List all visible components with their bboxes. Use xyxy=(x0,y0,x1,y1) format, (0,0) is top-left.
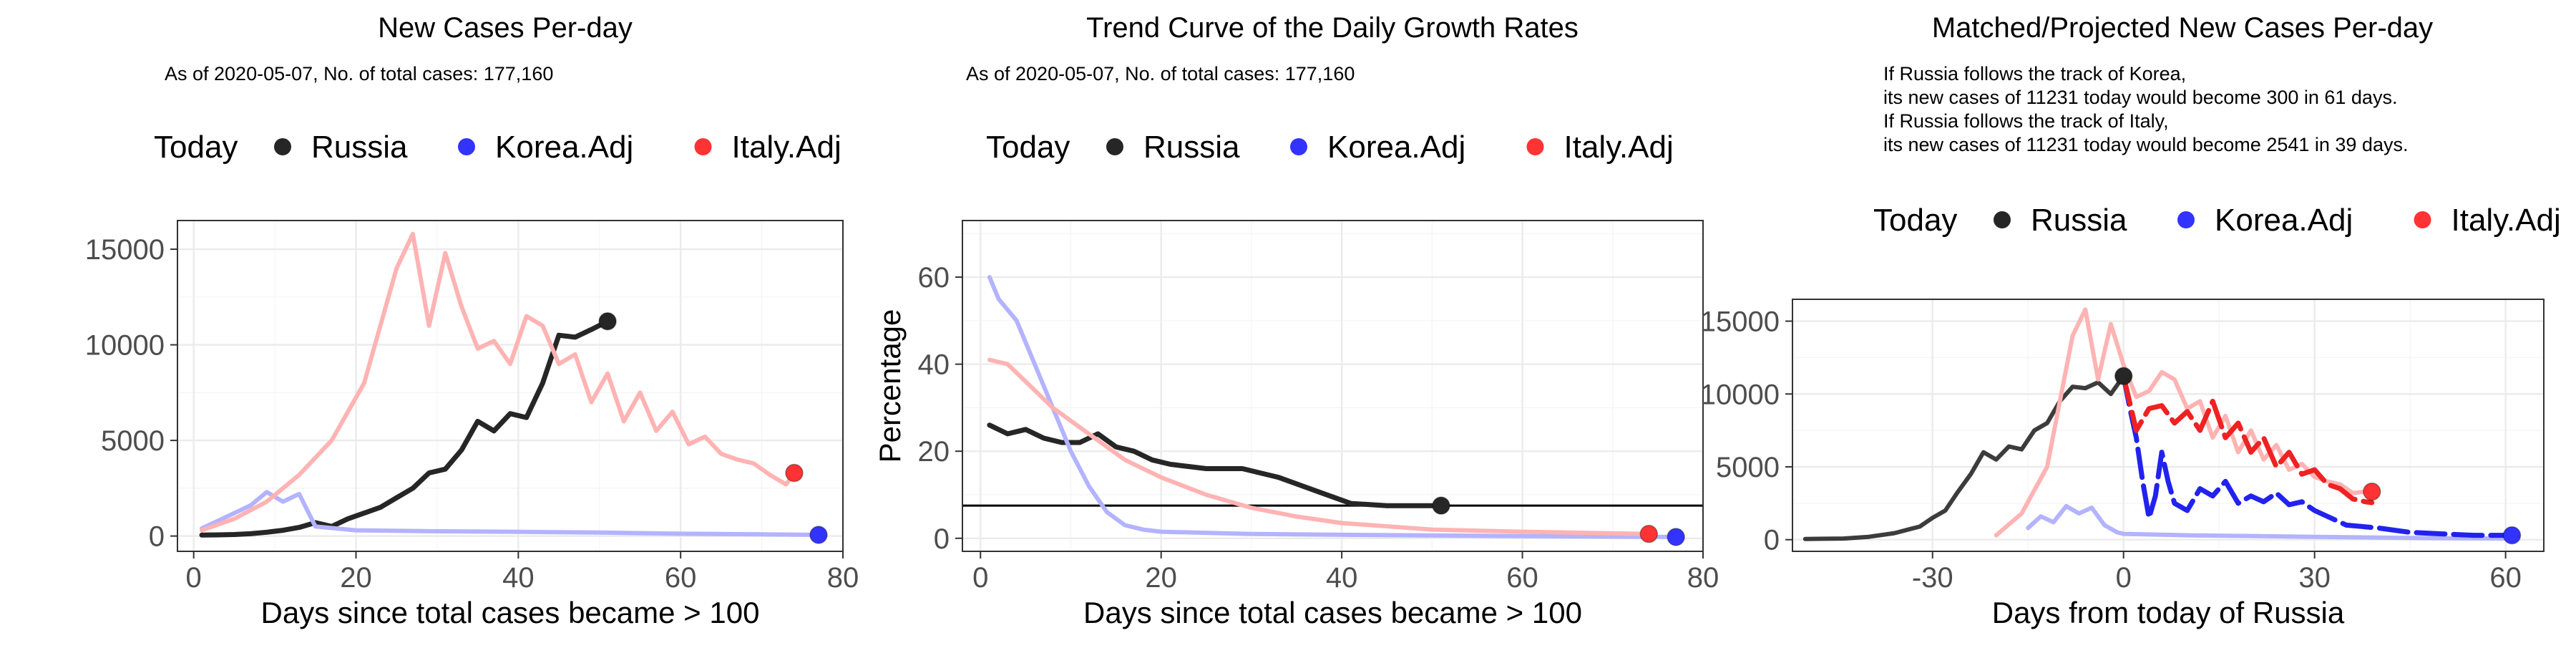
legend-label-korea-adj: Korea.Adj xyxy=(2215,203,2353,238)
y-tick-label: 0 xyxy=(934,523,950,555)
today-point-russia xyxy=(1432,496,1450,515)
today-point-russia xyxy=(2114,367,2133,385)
y-tick-label: 10000 xyxy=(85,330,165,362)
legend-key-korea-adj xyxy=(458,138,475,155)
legend-label-italy-adj: Italy.Adj xyxy=(732,130,841,165)
y-tick-label: 0 xyxy=(149,521,165,553)
today-point-italy-adj xyxy=(1639,524,1659,543)
panel-new-cases: New Cases Per-day As of 2020-05-07, No. o… xyxy=(85,12,859,629)
y-tick-label: 10000 xyxy=(1700,379,1780,410)
chart-subtitle: If Russia follows the track of Italy, xyxy=(1883,110,2169,132)
today-point-korea-adj xyxy=(1667,528,1685,546)
legend-key-italy-adj xyxy=(1526,138,1544,155)
legend-label-russia: Russia xyxy=(2031,203,2127,238)
chart-title: New Cases Per-day xyxy=(378,12,633,44)
x-tick-label: 20 xyxy=(340,562,372,594)
x-tick-label: 60 xyxy=(665,562,697,594)
today-point-italy-adj xyxy=(785,463,804,483)
today-point-italy-adj xyxy=(2362,482,2381,501)
x-tick-label: 0 xyxy=(2116,562,2132,594)
legend-key-russia xyxy=(1994,211,2011,228)
grid xyxy=(1792,299,2544,551)
plot-frame xyxy=(177,220,844,552)
chart-title: Matched/Projected New Cases Per-day xyxy=(1932,12,2433,44)
plot-frame xyxy=(962,220,1704,552)
series-line-italy-adj xyxy=(987,357,1652,536)
legend-label-korea-adj: Korea.Adj xyxy=(1327,130,1465,165)
plot-frame xyxy=(1792,299,2545,552)
series-line-korea-adj xyxy=(2026,503,2508,541)
x-tick-label: 80 xyxy=(1687,562,1719,594)
x-axis-label: Days from today of Russia xyxy=(1992,596,2345,629)
chart-subtitle: As of 2020-05-07, No. of total cases: 17… xyxy=(966,63,1355,84)
series-line-italy-adj xyxy=(200,231,796,533)
y-tick-label: 60 xyxy=(918,262,950,294)
x-axis-label: Days since total cases became > 100 xyxy=(261,596,760,629)
legend-title: Today xyxy=(154,130,238,165)
y-tick-label: 15000 xyxy=(85,234,165,266)
y-tick-label: 5000 xyxy=(1716,452,1780,483)
x-tick-label: 40 xyxy=(502,562,535,594)
legend-title: Today xyxy=(1873,203,1957,238)
legend-title: Today xyxy=(986,130,1070,165)
series-line-korea-adj xyxy=(987,275,1679,539)
y-tick-label: 20 xyxy=(918,436,950,468)
today-point-russia xyxy=(598,311,617,331)
y-axis-label: Percentage xyxy=(873,309,907,463)
x-tick-label: 30 xyxy=(2298,562,2331,594)
legend-key-russia xyxy=(1106,138,1123,155)
x-tick-label: 60 xyxy=(2489,562,2522,594)
legend-label-russia: Russia xyxy=(1143,130,1240,165)
today-point-korea-adj xyxy=(809,526,828,544)
chart-subtitle: If Russia follows the track of Korea, xyxy=(1883,63,2186,84)
y-tick-label: 0 xyxy=(1764,525,1780,556)
chart-subtitle: its new cases of 11231 today would becom… xyxy=(1883,87,2397,108)
legend-label-italy-adj: Italy.Adj xyxy=(1564,130,1674,165)
panel-projected-cases: Matched/Projected New Cases Per-day If Ru… xyxy=(1700,12,2561,629)
chart-subtitle: As of 2020-05-07, No. of total cases: 17… xyxy=(165,63,553,84)
series-line-russia xyxy=(1802,374,2126,541)
series-line-korea-adj xyxy=(200,490,821,537)
x-axis-label: Days since total cases became > 100 xyxy=(1083,596,1582,629)
x-tick-label: 80 xyxy=(827,562,859,594)
series-line-italy-adj-projected xyxy=(2121,373,2375,506)
legend-key-korea-adj xyxy=(2177,211,2195,228)
y-tick-label: 40 xyxy=(918,349,950,381)
legend-key-italy-adj xyxy=(2414,211,2431,228)
series-line-korea-adj-projected xyxy=(2121,373,2514,538)
x-tick-label: 20 xyxy=(1145,562,1177,594)
x-tick-label: 0 xyxy=(186,562,202,594)
x-tick-label: 40 xyxy=(1326,562,1358,594)
today-point-korea-adj xyxy=(2502,526,2522,545)
legend-label-korea-adj: Korea.Adj xyxy=(495,130,633,165)
x-tick-label: -30 xyxy=(1912,562,1953,594)
legend-label-italy-adj: Italy.Adj xyxy=(2451,203,2561,238)
grid xyxy=(177,221,844,551)
grid xyxy=(962,221,1704,551)
legend-key-korea-adj xyxy=(1290,138,1307,155)
x-tick-label: 60 xyxy=(1506,562,1538,594)
series-line-russia xyxy=(987,422,1444,508)
panel-growth-rates: Trend Curve of the Daily Growth Rates As … xyxy=(873,12,1719,629)
series-line-russia xyxy=(199,319,610,538)
y-tick-label: 5000 xyxy=(101,425,165,457)
series-line-italy-adj xyxy=(1994,307,2368,538)
y-tick-label: 15000 xyxy=(1700,306,1780,338)
legend-key-russia xyxy=(274,138,291,155)
legend-key-italy-adj xyxy=(694,138,712,155)
legend-label-russia: Russia xyxy=(311,130,408,165)
chart-subtitle: its new cases of 11231 today would becom… xyxy=(1883,134,2408,155)
x-tick-label: 0 xyxy=(972,562,988,594)
chart-title: Trend Curve of the Daily Growth Rates xyxy=(1086,12,1579,44)
